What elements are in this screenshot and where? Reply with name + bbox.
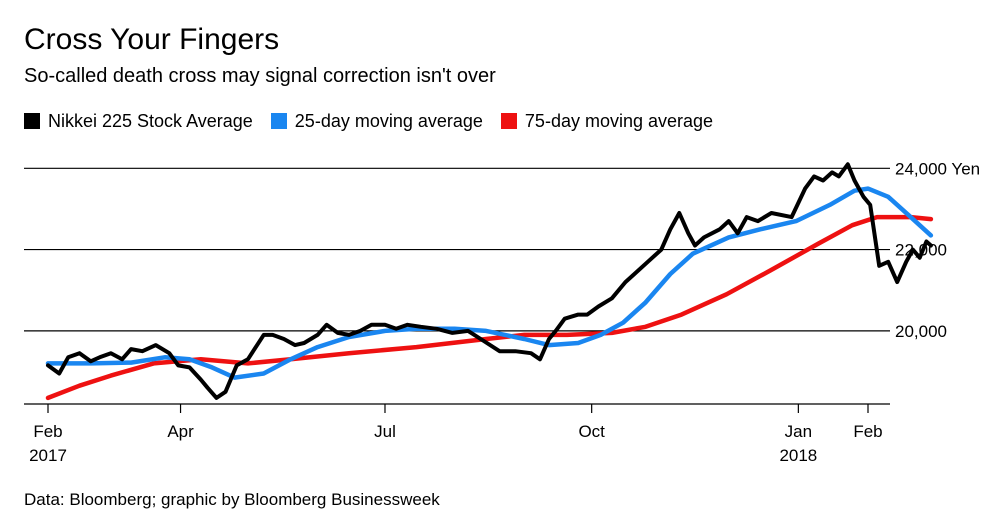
- legend-label-ma25: 25-day moving average: [294, 110, 483, 131]
- source-note: Data: Bloomberg; graphic by Bloomberg Bu…: [24, 490, 440, 509]
- x-tick-label-4: Jan: [785, 422, 812, 441]
- chart-subtitle: So-called death cross may signal correct…: [24, 65, 496, 87]
- series-line-ma25: [45, 186, 934, 380]
- chart-title: Cross Your Fingers: [24, 23, 280, 56]
- series-line-nikkei: [46, 162, 933, 400]
- x-tick-label-1: Apr: [167, 422, 194, 441]
- y-tick-label-24000: 24,000 Yen: [895, 159, 980, 178]
- x-tick-label-5: Feb: [853, 422, 882, 441]
- legend-item-nikkei: Nikkei 225 Stock Average: [24, 111, 253, 132]
- legend-swatch-ma75: [500, 113, 517, 129]
- x-tick-year-0: 2017: [29, 446, 67, 465]
- legend: Nikkei 225 Stock Average 25-day moving a…: [24, 108, 731, 134]
- x-tick-label-0: Feb: [33, 422, 62, 441]
- legend-item-ma75: 75-day moving average: [500, 110, 714, 132]
- y-tick-label-20000: 20,000: [895, 322, 947, 341]
- x-tick-year-4: 2018: [779, 446, 817, 465]
- legend-swatch-nikkei: [24, 113, 40, 129]
- x-tick-label-2: Jul: [374, 422, 396, 441]
- legend-item-ma25: 25-day moving average: [270, 110, 483, 132]
- x-tick-label-3: Oct: [578, 422, 605, 441]
- legend-label-ma75: 75-day moving average: [524, 110, 714, 131]
- series-line-ma75: [45, 214, 934, 401]
- legend-label-nikkei: Nikkei 225 Stock Average: [48, 110, 253, 131]
- legend-swatch-ma25: [270, 113, 287, 129]
